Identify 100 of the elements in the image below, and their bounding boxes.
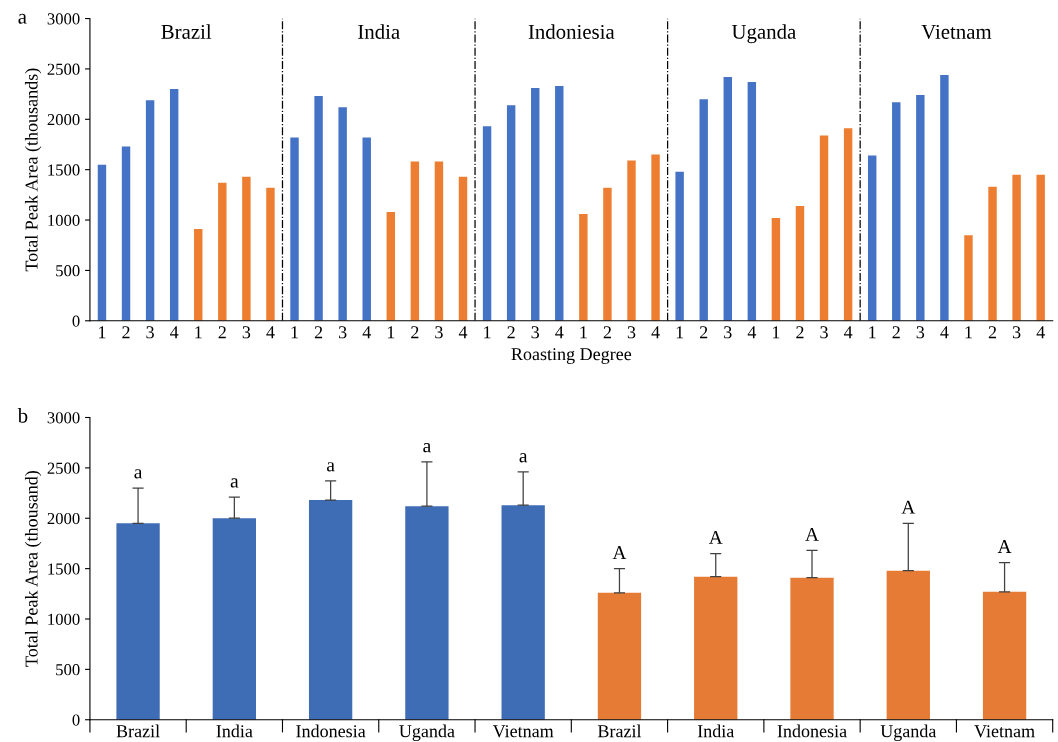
bar bbox=[338, 107, 347, 321]
bar bbox=[1012, 174, 1021, 321]
bar bbox=[434, 161, 444, 321]
annotation: A bbox=[805, 527, 819, 541]
annotation: a bbox=[230, 478, 239, 488]
annotation: A bbox=[612, 546, 627, 559]
y-tick-label: 1000 bbox=[48, 613, 80, 625]
x-tick-label: 3 bbox=[339, 326, 347, 339]
annotation: Vietnam bbox=[921, 24, 992, 39]
x-tick-label: 4 bbox=[266, 326, 275, 339]
y-tick-label: 0 bbox=[72, 315, 80, 327]
x-tick-label: Uganda bbox=[399, 724, 455, 742]
x-tick-label: 1 bbox=[387, 326, 395, 339]
bar bbox=[362, 137, 371, 321]
bar bbox=[116, 523, 160, 720]
bar bbox=[506, 105, 516, 321]
x-tick-label: Uganda bbox=[880, 724, 937, 742]
x-tick-label: India bbox=[216, 724, 253, 738]
y-axis-title: Total Peak Area (thousands) bbox=[24, 68, 42, 272]
bar bbox=[597, 592, 642, 720]
annotation: Indoniesia bbox=[528, 24, 615, 39]
bar bbox=[982, 591, 1027, 720]
x-tick-label: 3 bbox=[435, 326, 443, 339]
bar bbox=[308, 500, 353, 720]
y-tick-label: 1000 bbox=[48, 214, 80, 226]
x-tick-label: 1 bbox=[99, 326, 106, 339]
bar bbox=[651, 154, 660, 321]
annotation: a bbox=[326, 462, 335, 472]
x-axis-title: Roasting Degree bbox=[511, 348, 632, 364]
bar bbox=[314, 96, 323, 321]
x-tick-label: 1 bbox=[965, 326, 972, 339]
annotation: A bbox=[901, 500, 916, 514]
bar bbox=[819, 135, 829, 321]
x-tick-label: 4 bbox=[651, 326, 660, 339]
bar bbox=[458, 176, 468, 321]
x-tick-label: 4 bbox=[170, 326, 179, 339]
x-tick-label: 3 bbox=[1012, 326, 1021, 339]
x-tick-label: Indonesia bbox=[777, 724, 847, 738]
bar bbox=[964, 235, 973, 321]
x-tick-label: 3 bbox=[820, 326, 828, 339]
bar bbox=[405, 506, 449, 720]
x-tick-label: Vietnam bbox=[492, 725, 554, 738]
x-tick-label: 1 bbox=[580, 326, 587, 339]
chart-title: b bbox=[17, 408, 28, 423]
x-tick-label: 3 bbox=[146, 326, 154, 339]
x-tick-label: Indonesia bbox=[296, 724, 366, 738]
bar bbox=[771, 218, 781, 321]
y-tick-label: 2500 bbox=[47, 462, 80, 474]
x-tick-label: 2 bbox=[122, 326, 130, 339]
bar bbox=[266, 187, 275, 321]
x-tick-label: 1 bbox=[676, 326, 684, 339]
x-tick-label: 1 bbox=[195, 326, 202, 339]
annotation: A bbox=[708, 530, 723, 544]
bar bbox=[531, 88, 540, 321]
bar bbox=[579, 214, 588, 321]
y-tick-label: 500 bbox=[56, 265, 80, 277]
x-tick-label: 1 bbox=[772, 326, 780, 339]
x-tick-label: 4 bbox=[555, 326, 564, 339]
x-tick-label: 3 bbox=[627, 326, 636, 339]
bar bbox=[886, 570, 930, 720]
bar bbox=[169, 89, 179, 321]
x-tick-label: Brazil bbox=[116, 724, 160, 738]
x-tick-label: 2 bbox=[988, 326, 997, 339]
x-tick-label: Vietnam bbox=[974, 725, 1035, 738]
bar bbox=[121, 146, 131, 321]
x-tick-label: 1 bbox=[484, 326, 491, 339]
x-tick-label: 2 bbox=[314, 326, 323, 339]
bar bbox=[675, 171, 684, 321]
bar bbox=[892, 102, 901, 321]
x-tick-label: 2 bbox=[411, 326, 419, 339]
x-tick-label: 4 bbox=[458, 326, 468, 339]
bar bbox=[501, 505, 545, 720]
y-tick-label: 3000 bbox=[47, 412, 80, 424]
bar bbox=[97, 164, 107, 321]
bar bbox=[627, 160, 636, 321]
x-tick-label: 4 bbox=[843, 326, 853, 339]
bar bbox=[603, 187, 612, 321]
x-tick-label: 4 bbox=[1036, 326, 1045, 339]
bar bbox=[218, 182, 227, 321]
bar bbox=[940, 74, 949, 321]
bar bbox=[194, 229, 203, 321]
bar bbox=[555, 86, 564, 321]
bar bbox=[988, 186, 997, 321]
y-tick-label: 500 bbox=[56, 664, 80, 676]
x-tick-label: India bbox=[697, 724, 735, 738]
y-tick-label: 2500 bbox=[47, 63, 80, 75]
bar bbox=[843, 128, 853, 321]
x-tick-label: Brazil bbox=[597, 724, 642, 738]
y-axis-title: Total Peak Area (thousand) bbox=[24, 471, 42, 667]
y-tick-label: 2000 bbox=[47, 113, 80, 126]
bar bbox=[723, 76, 732, 321]
annotation: a bbox=[134, 469, 143, 479]
x-tick-label: 2 bbox=[892, 326, 900, 339]
x-tick-label: 3 bbox=[916, 326, 925, 339]
x-tick-label: 3 bbox=[724, 326, 732, 339]
annotation: a bbox=[423, 443, 431, 453]
bar bbox=[410, 161, 420, 321]
chart-title: a bbox=[18, 13, 27, 24]
bar bbox=[694, 576, 738, 720]
y-tick-label: 1500 bbox=[48, 164, 80, 176]
